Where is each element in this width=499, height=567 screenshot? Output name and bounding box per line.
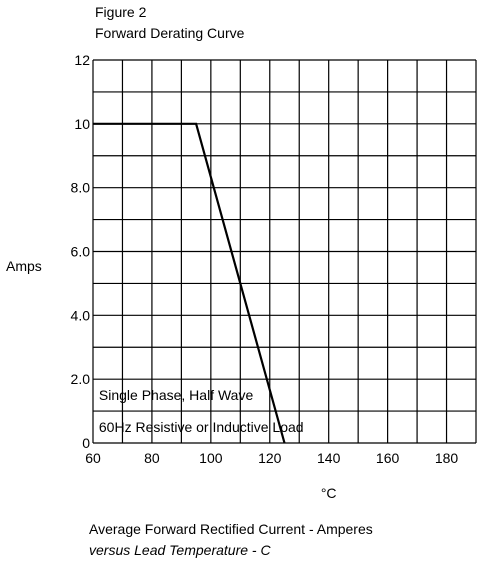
- figure-title: Forward Derating Curve: [95, 25, 245, 41]
- y-tick-label: 4.0: [71, 307, 91, 323]
- caption-line-2: versus Lead Temperature - C: [89, 542, 271, 558]
- y-axis-label: Amps: [6, 258, 42, 274]
- x-tick-label: 80: [144, 450, 160, 466]
- series-line-1: [93, 122, 286, 444]
- x-tick-label: 180: [435, 450, 459, 466]
- annotation-1: Single Phase, Half Wave: [99, 387, 254, 403]
- x-axis-label: °C: [321, 485, 337, 500]
- figure-label: Figure 2: [95, 4, 147, 20]
- y-tick-label: 12: [74, 52, 90, 68]
- x-tick-label: 160: [376, 450, 400, 466]
- y-tick-label: 2.0: [71, 371, 91, 387]
- y-tick-label: 10: [74, 116, 90, 132]
- x-tick-label: 60: [85, 450, 101, 466]
- x-tick-label: 100: [199, 450, 223, 466]
- derating-chart: Single Phase, Half Wave 60Hz Resistive or…: [6, 52, 477, 500]
- x-tick-label: 140: [317, 450, 341, 466]
- y-tick-label: 0: [82, 435, 90, 451]
- y-tick-label: 8.0: [71, 180, 91, 196]
- y-tick-label: 6.0: [71, 244, 91, 260]
- x-tick-label: 120: [258, 450, 282, 466]
- caption-line-1: Average Forward Rectified Current - Ampe…: [89, 521, 373, 537]
- annotation-2: 60Hz Resistive or Inductive Load: [99, 419, 304, 435]
